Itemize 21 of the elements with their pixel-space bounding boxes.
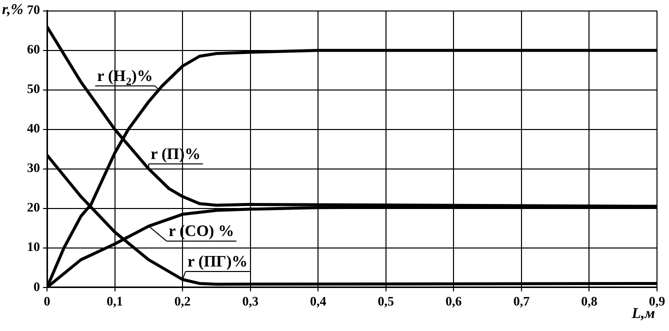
x-tick-label: 0,8 bbox=[581, 294, 598, 309]
x-axis-title: L,м bbox=[632, 306, 655, 323]
x-tick-label: 0 bbox=[44, 294, 50, 309]
y-tick-label: 60 bbox=[27, 42, 40, 57]
y-tick-label: 30 bbox=[27, 160, 40, 176]
y-tick-label: 50 bbox=[27, 81, 40, 96]
x-tick-label: 0,1 bbox=[106, 294, 123, 309]
x-tick-label: 0,4 bbox=[310, 294, 327, 309]
y-tick-label: 70 bbox=[27, 2, 40, 18]
x-tick-label: 0,9 bbox=[648, 294, 666, 309]
x-tick-label: 0,3 bbox=[242, 294, 259, 309]
x-tick-label: 0,2 bbox=[174, 294, 191, 309]
annotation: r (ПГ)% bbox=[188, 253, 248, 270]
x-tick-label: 0,6 bbox=[446, 294, 462, 309]
x-tick-label: 0,7 bbox=[513, 294, 530, 309]
y-tick-label: 40 bbox=[27, 120, 40, 136]
y-axis-title: r,% bbox=[2, 2, 24, 19]
x-tick-label: 0,5 bbox=[378, 294, 395, 309]
y-tick-label: 10 bbox=[27, 239, 40, 254]
y-tick-label: 0 bbox=[34, 278, 40, 294]
y-tick-label: 20 bbox=[27, 200, 40, 215]
